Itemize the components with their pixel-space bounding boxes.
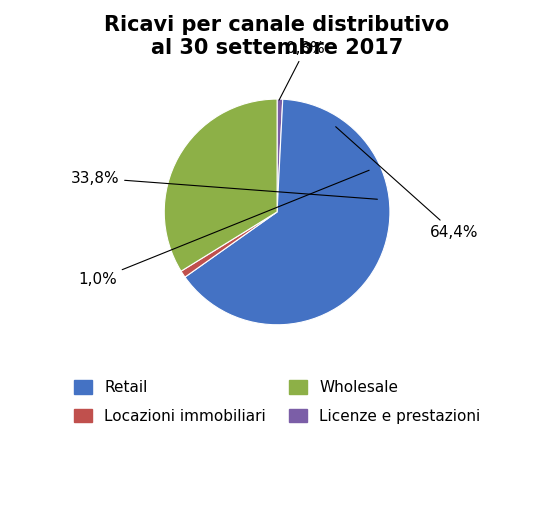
Text: 64,4%: 64,4%: [336, 127, 478, 240]
Title: Ricavi per canale distributivo
al 30 settembre 2017: Ricavi per canale distributivo al 30 set…: [104, 15, 450, 58]
Wedge shape: [277, 99, 283, 212]
Text: 1,0%: 1,0%: [78, 170, 369, 287]
Text: 0,8%: 0,8%: [279, 41, 325, 100]
Wedge shape: [185, 99, 390, 325]
Wedge shape: [164, 99, 277, 271]
Legend: Retail, Locazioni immobiliari, Wholesale, Licenze e prestazioni: Retail, Locazioni immobiliari, Wholesale…: [68, 374, 486, 430]
Text: 33,8%: 33,8%: [70, 170, 377, 199]
Wedge shape: [181, 212, 277, 277]
